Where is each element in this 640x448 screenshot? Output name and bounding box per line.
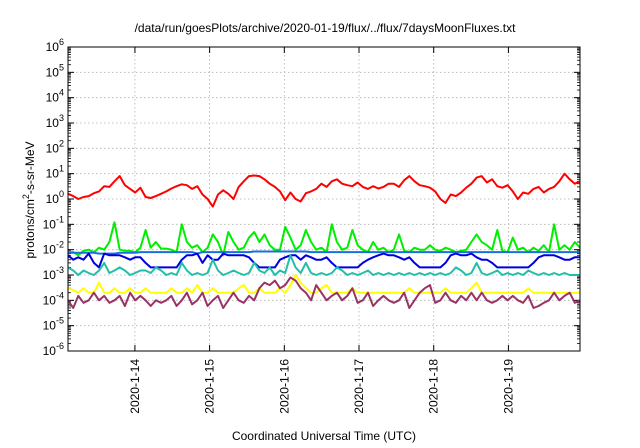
y-axis-label: protons/cm2-s-sr-MeV <box>21 141 37 258</box>
y-tick-label: 10-2 <box>43 240 64 257</box>
y-axis-label-rest: -s-sr-MeV <box>23 141 37 194</box>
x-tick-label: 2020-1-17 <box>352 359 366 414</box>
y-tick-label: 106 <box>46 37 64 54</box>
y-tick-label: 10-5 <box>43 316 64 333</box>
x-axis-ticks: 2020-1-14 2020-1-15 2020-1-16 2020-1-17 2020… <box>128 47 515 414</box>
y-tick-label: 10-6 <box>43 341 64 358</box>
chart-title: /data/run/goesPlots/archive/2020-01-19/f… <box>135 21 517 35</box>
y-tick-label: 102 <box>46 138 64 155</box>
y-axis-label-sup: 2 <box>21 194 31 199</box>
y-tick-label: 103 <box>46 113 64 130</box>
y-tick-label: 101 <box>46 164 64 181</box>
series-line <box>67 274 580 294</box>
y-tick-label: 10-1 <box>43 214 64 231</box>
y-tick-label: 100 <box>46 189 64 206</box>
y-tick-label: 10-3 <box>43 265 64 282</box>
y-tick-label: 105 <box>46 62 64 79</box>
y-axis-label-unit: protons/cm <box>23 199 37 258</box>
y-tick-label: 104 <box>46 88 64 105</box>
x-tick-label: 2020-1-16 <box>277 359 291 414</box>
y-tick-label: 10-4 <box>43 290 64 307</box>
series-line <box>67 254 580 276</box>
series-line <box>68 250 580 255</box>
x-axis-label: Coordinated Universal Time (UTC) <box>232 429 416 443</box>
series-group <box>67 172 581 309</box>
series-line <box>67 252 580 269</box>
series-line <box>67 276 581 309</box>
x-tick-label: 2020-1-15 <box>203 359 217 414</box>
series-line <box>68 221 581 257</box>
plot-frame <box>67 46 581 352</box>
series-line <box>67 172 581 208</box>
x-tick-label: 2020-1-14 <box>128 359 142 414</box>
y-axis-ticks: 10-6 10-5 10-4 10-3 10-2 10-1 100 101 102 103 104 1… <box>43 37 580 358</box>
grid <box>68 47 580 351</box>
x-tick-label: 2020-1-18 <box>427 359 441 414</box>
x-tick-label: 2020-1-19 <box>501 359 515 414</box>
